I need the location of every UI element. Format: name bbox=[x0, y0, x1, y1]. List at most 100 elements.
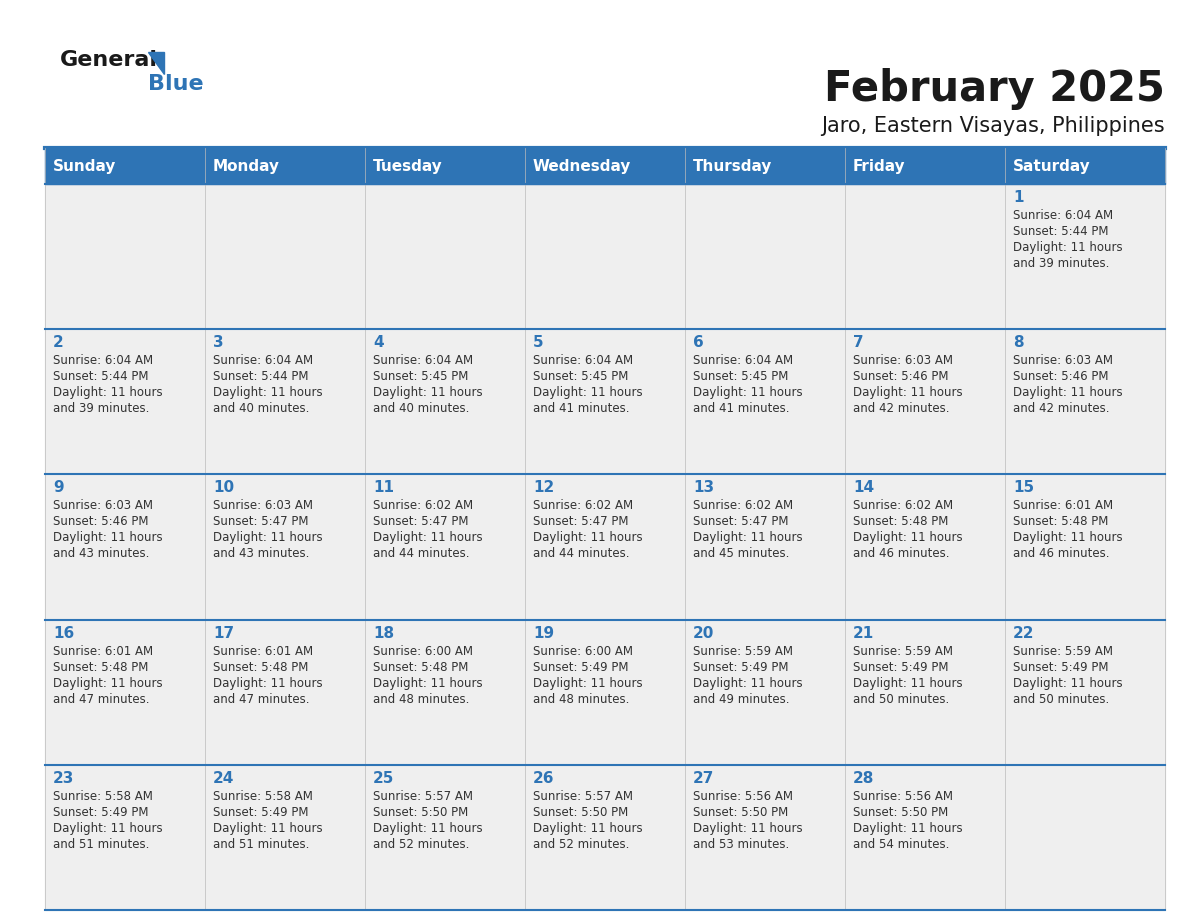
Text: Sunset: 5:47 PM: Sunset: 5:47 PM bbox=[693, 515, 789, 529]
Text: Saturday: Saturday bbox=[1013, 159, 1091, 174]
Text: 21: 21 bbox=[853, 625, 874, 641]
Text: Daylight: 11 hours: Daylight: 11 hours bbox=[53, 822, 163, 834]
Bar bbox=[206, 765, 365, 910]
Text: 26: 26 bbox=[533, 771, 555, 786]
Text: Sunset: 5:47 PM: Sunset: 5:47 PM bbox=[533, 515, 628, 529]
Text: Daylight: 11 hours: Daylight: 11 hours bbox=[533, 386, 643, 399]
Bar bbox=[685, 475, 845, 620]
Text: 10: 10 bbox=[213, 480, 234, 496]
Text: Sunset: 5:48 PM: Sunset: 5:48 PM bbox=[53, 661, 148, 674]
Text: Sunrise: 5:56 AM: Sunrise: 5:56 AM bbox=[693, 789, 794, 803]
Text: Sunrise: 6:01 AM: Sunrise: 6:01 AM bbox=[213, 644, 314, 657]
Text: Sunrise: 5:57 AM: Sunrise: 5:57 AM bbox=[533, 789, 633, 803]
Text: Daylight: 11 hours: Daylight: 11 hours bbox=[373, 386, 482, 399]
Text: and 47 minutes.: and 47 minutes. bbox=[213, 692, 310, 706]
Text: Sunrise: 6:04 AM: Sunrise: 6:04 AM bbox=[53, 354, 153, 367]
Text: Sunset: 5:49 PM: Sunset: 5:49 PM bbox=[533, 661, 628, 674]
Text: Daylight: 11 hours: Daylight: 11 hours bbox=[533, 822, 643, 834]
Text: Daylight: 11 hours: Daylight: 11 hours bbox=[693, 677, 803, 689]
Text: Friday: Friday bbox=[853, 159, 905, 174]
Text: Sunset: 5:50 PM: Sunset: 5:50 PM bbox=[853, 806, 948, 819]
Bar bbox=[525, 330, 685, 475]
Text: 8: 8 bbox=[1013, 335, 1024, 350]
Bar bbox=[845, 475, 1005, 620]
Text: Sunrise: 5:57 AM: Sunrise: 5:57 AM bbox=[373, 789, 473, 803]
Text: 24: 24 bbox=[213, 771, 234, 786]
Text: Sunrise: 5:56 AM: Sunrise: 5:56 AM bbox=[853, 789, 953, 803]
Text: Sunset: 5:45 PM: Sunset: 5:45 PM bbox=[373, 370, 468, 383]
Text: Sunrise: 6:03 AM: Sunrise: 6:03 AM bbox=[853, 354, 953, 367]
Text: Sunrise: 5:58 AM: Sunrise: 5:58 AM bbox=[213, 789, 312, 803]
Text: February 2025: February 2025 bbox=[824, 68, 1165, 110]
Text: Sunrise: 6:02 AM: Sunrise: 6:02 AM bbox=[373, 499, 473, 512]
Text: Daylight: 11 hours: Daylight: 11 hours bbox=[213, 677, 323, 689]
Text: Sunrise: 6:02 AM: Sunrise: 6:02 AM bbox=[693, 499, 794, 512]
Bar bbox=[45, 148, 1165, 184]
Bar bbox=[845, 184, 1005, 330]
Text: Sunset: 5:50 PM: Sunset: 5:50 PM bbox=[533, 806, 628, 819]
Text: 28: 28 bbox=[853, 771, 874, 786]
Text: Sunset: 5:44 PM: Sunset: 5:44 PM bbox=[213, 370, 309, 383]
Text: 27: 27 bbox=[693, 771, 714, 786]
Text: and 51 minutes.: and 51 minutes. bbox=[213, 838, 309, 851]
Text: Sunrise: 6:03 AM: Sunrise: 6:03 AM bbox=[1013, 354, 1113, 367]
Text: Sunset: 5:44 PM: Sunset: 5:44 PM bbox=[1013, 225, 1108, 238]
Text: Sunset: 5:48 PM: Sunset: 5:48 PM bbox=[373, 661, 468, 674]
Text: 14: 14 bbox=[853, 480, 874, 496]
Text: Daylight: 11 hours: Daylight: 11 hours bbox=[373, 822, 482, 834]
Bar bbox=[206, 620, 365, 765]
Text: Daylight: 11 hours: Daylight: 11 hours bbox=[693, 386, 803, 399]
Bar bbox=[525, 620, 685, 765]
Bar bbox=[1005, 330, 1165, 475]
Text: Sunrise: 6:04 AM: Sunrise: 6:04 AM bbox=[213, 354, 314, 367]
Text: Sunrise: 6:04 AM: Sunrise: 6:04 AM bbox=[373, 354, 473, 367]
Text: 15: 15 bbox=[1013, 480, 1034, 496]
Text: Daylight: 11 hours: Daylight: 11 hours bbox=[53, 677, 163, 689]
Bar bbox=[525, 765, 685, 910]
Text: Sunday: Sunday bbox=[53, 159, 116, 174]
Text: Sunrise: 6:01 AM: Sunrise: 6:01 AM bbox=[1013, 499, 1113, 512]
Text: and 41 minutes.: and 41 minutes. bbox=[693, 402, 790, 415]
Text: and 45 minutes.: and 45 minutes. bbox=[693, 547, 789, 560]
Text: 9: 9 bbox=[53, 480, 64, 496]
Bar bbox=[365, 184, 525, 330]
Text: Daylight: 11 hours: Daylight: 11 hours bbox=[693, 822, 803, 834]
Text: Sunset: 5:47 PM: Sunset: 5:47 PM bbox=[373, 515, 468, 529]
Text: and 41 minutes.: and 41 minutes. bbox=[533, 402, 630, 415]
Text: Thursday: Thursday bbox=[693, 159, 772, 174]
Text: 20: 20 bbox=[693, 625, 714, 641]
Text: and 48 minutes.: and 48 minutes. bbox=[533, 692, 630, 706]
Text: Sunset: 5:46 PM: Sunset: 5:46 PM bbox=[853, 370, 948, 383]
Text: Daylight: 11 hours: Daylight: 11 hours bbox=[1013, 386, 1123, 399]
Text: 12: 12 bbox=[533, 480, 555, 496]
Polygon shape bbox=[148, 52, 164, 74]
Text: Daylight: 11 hours: Daylight: 11 hours bbox=[1013, 677, 1123, 689]
Text: Sunset: 5:47 PM: Sunset: 5:47 PM bbox=[213, 515, 309, 529]
Bar bbox=[1005, 184, 1165, 330]
Text: Daylight: 11 hours: Daylight: 11 hours bbox=[853, 822, 962, 834]
Text: Sunset: 5:45 PM: Sunset: 5:45 PM bbox=[533, 370, 628, 383]
Text: Wednesday: Wednesday bbox=[533, 159, 631, 174]
Text: and 46 minutes.: and 46 minutes. bbox=[1013, 547, 1110, 560]
Text: Sunset: 5:49 PM: Sunset: 5:49 PM bbox=[213, 806, 309, 819]
Text: Daylight: 11 hours: Daylight: 11 hours bbox=[53, 386, 163, 399]
Text: 5: 5 bbox=[533, 335, 544, 350]
Bar bbox=[1005, 765, 1165, 910]
Text: Daylight: 11 hours: Daylight: 11 hours bbox=[533, 532, 643, 544]
Text: 2: 2 bbox=[53, 335, 64, 350]
Bar bbox=[685, 330, 845, 475]
Text: Sunrise: 5:59 AM: Sunrise: 5:59 AM bbox=[693, 644, 794, 657]
Text: Daylight: 11 hours: Daylight: 11 hours bbox=[213, 532, 323, 544]
Text: and 50 minutes.: and 50 minutes. bbox=[1013, 692, 1110, 706]
Text: Daylight: 11 hours: Daylight: 11 hours bbox=[693, 532, 803, 544]
Text: 11: 11 bbox=[373, 480, 394, 496]
Text: Sunset: 5:48 PM: Sunset: 5:48 PM bbox=[853, 515, 948, 529]
Bar bbox=[365, 475, 525, 620]
Text: and 50 minutes.: and 50 minutes. bbox=[853, 692, 949, 706]
Text: Daylight: 11 hours: Daylight: 11 hours bbox=[853, 386, 962, 399]
Text: Sunrise: 6:01 AM: Sunrise: 6:01 AM bbox=[53, 644, 153, 657]
Text: 13: 13 bbox=[693, 480, 714, 496]
Text: 6: 6 bbox=[693, 335, 703, 350]
Text: and 51 minutes.: and 51 minutes. bbox=[53, 838, 150, 851]
Bar bbox=[45, 184, 206, 330]
